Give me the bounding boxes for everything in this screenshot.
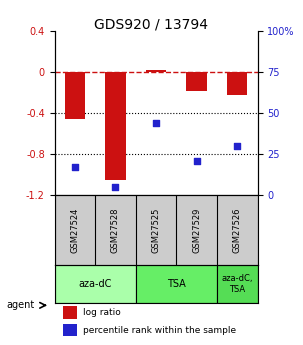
Text: GSM27524: GSM27524 bbox=[70, 208, 79, 253]
Text: log ratio: log ratio bbox=[83, 308, 121, 317]
Text: GSM27528: GSM27528 bbox=[111, 208, 120, 253]
Bar bbox=[227, 72, 247, 95]
Bar bbox=[63, 306, 77, 319]
Bar bbox=[146, 70, 166, 72]
Text: GSM27525: GSM27525 bbox=[152, 208, 161, 253]
Point bbox=[113, 184, 118, 190]
Bar bbox=[65, 72, 85, 119]
Text: aza-dC: aza-dC bbox=[78, 279, 112, 289]
Text: agent: agent bbox=[6, 300, 34, 310]
Text: percentile rank within the sample: percentile rank within the sample bbox=[83, 326, 236, 335]
Point bbox=[72, 165, 77, 170]
Text: TSA: TSA bbox=[167, 279, 186, 289]
Bar bbox=[136, 265, 217, 303]
Bar bbox=[186, 72, 207, 90]
Text: GSM27526: GSM27526 bbox=[233, 208, 242, 253]
Point bbox=[154, 120, 158, 126]
Text: GSM27529: GSM27529 bbox=[192, 208, 201, 253]
Bar bbox=[63, 324, 77, 336]
Text: aza-dC,
TSA: aza-dC, TSA bbox=[221, 275, 253, 294]
Bar bbox=[217, 265, 258, 303]
Point bbox=[235, 143, 240, 149]
Point bbox=[194, 158, 199, 164]
Bar bbox=[55, 265, 136, 303]
Text: GDS920 / 13794: GDS920 / 13794 bbox=[95, 17, 208, 31]
Bar bbox=[105, 72, 125, 180]
